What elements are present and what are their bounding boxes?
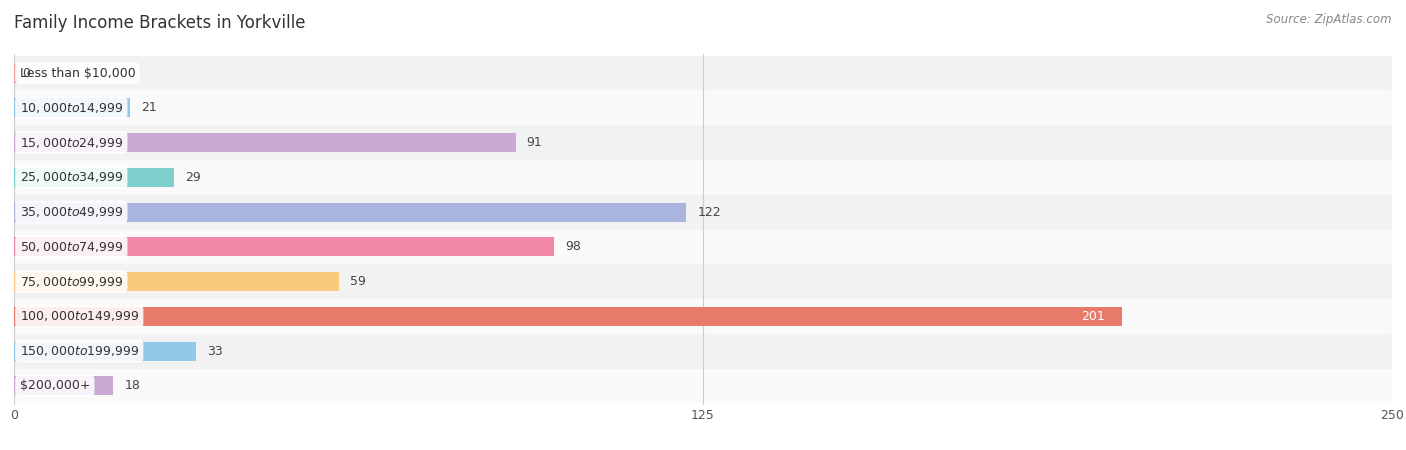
Bar bbox=[0, 299, 1406, 334]
Text: 98: 98 bbox=[565, 240, 581, 253]
Bar bbox=[0, 160, 1406, 195]
Text: $15,000 to $24,999: $15,000 to $24,999 bbox=[20, 135, 124, 149]
Bar bbox=[0, 125, 1406, 160]
Bar bbox=[0, 230, 1406, 264]
Text: $25,000 to $34,999: $25,000 to $34,999 bbox=[20, 171, 124, 184]
Text: 21: 21 bbox=[141, 101, 156, 114]
Text: $100,000 to $149,999: $100,000 to $149,999 bbox=[20, 310, 139, 324]
Bar bbox=[14, 63, 18, 83]
Text: 18: 18 bbox=[124, 379, 141, 392]
Text: 29: 29 bbox=[186, 171, 201, 184]
Bar bbox=[14, 272, 339, 291]
Text: Source: ZipAtlas.com: Source: ZipAtlas.com bbox=[1267, 14, 1392, 27]
Bar bbox=[14, 98, 129, 117]
Bar bbox=[0, 369, 1406, 403]
Text: 122: 122 bbox=[697, 206, 721, 219]
Text: 59: 59 bbox=[350, 275, 366, 288]
Text: Less than $10,000: Less than $10,000 bbox=[20, 67, 135, 80]
Text: 201: 201 bbox=[1081, 310, 1105, 323]
Bar bbox=[14, 133, 516, 152]
Text: $75,000 to $99,999: $75,000 to $99,999 bbox=[20, 274, 124, 288]
Text: $10,000 to $14,999: $10,000 to $14,999 bbox=[20, 101, 124, 115]
Bar bbox=[0, 56, 1406, 90]
Bar bbox=[14, 342, 195, 361]
Bar bbox=[0, 195, 1406, 230]
Bar bbox=[14, 237, 554, 256]
Text: 33: 33 bbox=[207, 345, 222, 358]
Text: Family Income Brackets in Yorkville: Family Income Brackets in Yorkville bbox=[14, 14, 305, 32]
Bar bbox=[14, 202, 686, 222]
Text: 0: 0 bbox=[22, 67, 31, 80]
Bar bbox=[14, 168, 174, 187]
Text: $200,000+: $200,000+ bbox=[20, 379, 90, 392]
Bar bbox=[14, 307, 1122, 326]
Text: 91: 91 bbox=[527, 136, 543, 149]
Text: $150,000 to $199,999: $150,000 to $199,999 bbox=[20, 344, 139, 358]
Bar bbox=[0, 264, 1406, 299]
Bar bbox=[0, 90, 1406, 125]
Bar bbox=[0, 334, 1406, 369]
Bar bbox=[14, 376, 114, 396]
Text: $35,000 to $49,999: $35,000 to $49,999 bbox=[20, 205, 124, 219]
Text: $50,000 to $74,999: $50,000 to $74,999 bbox=[20, 240, 124, 254]
